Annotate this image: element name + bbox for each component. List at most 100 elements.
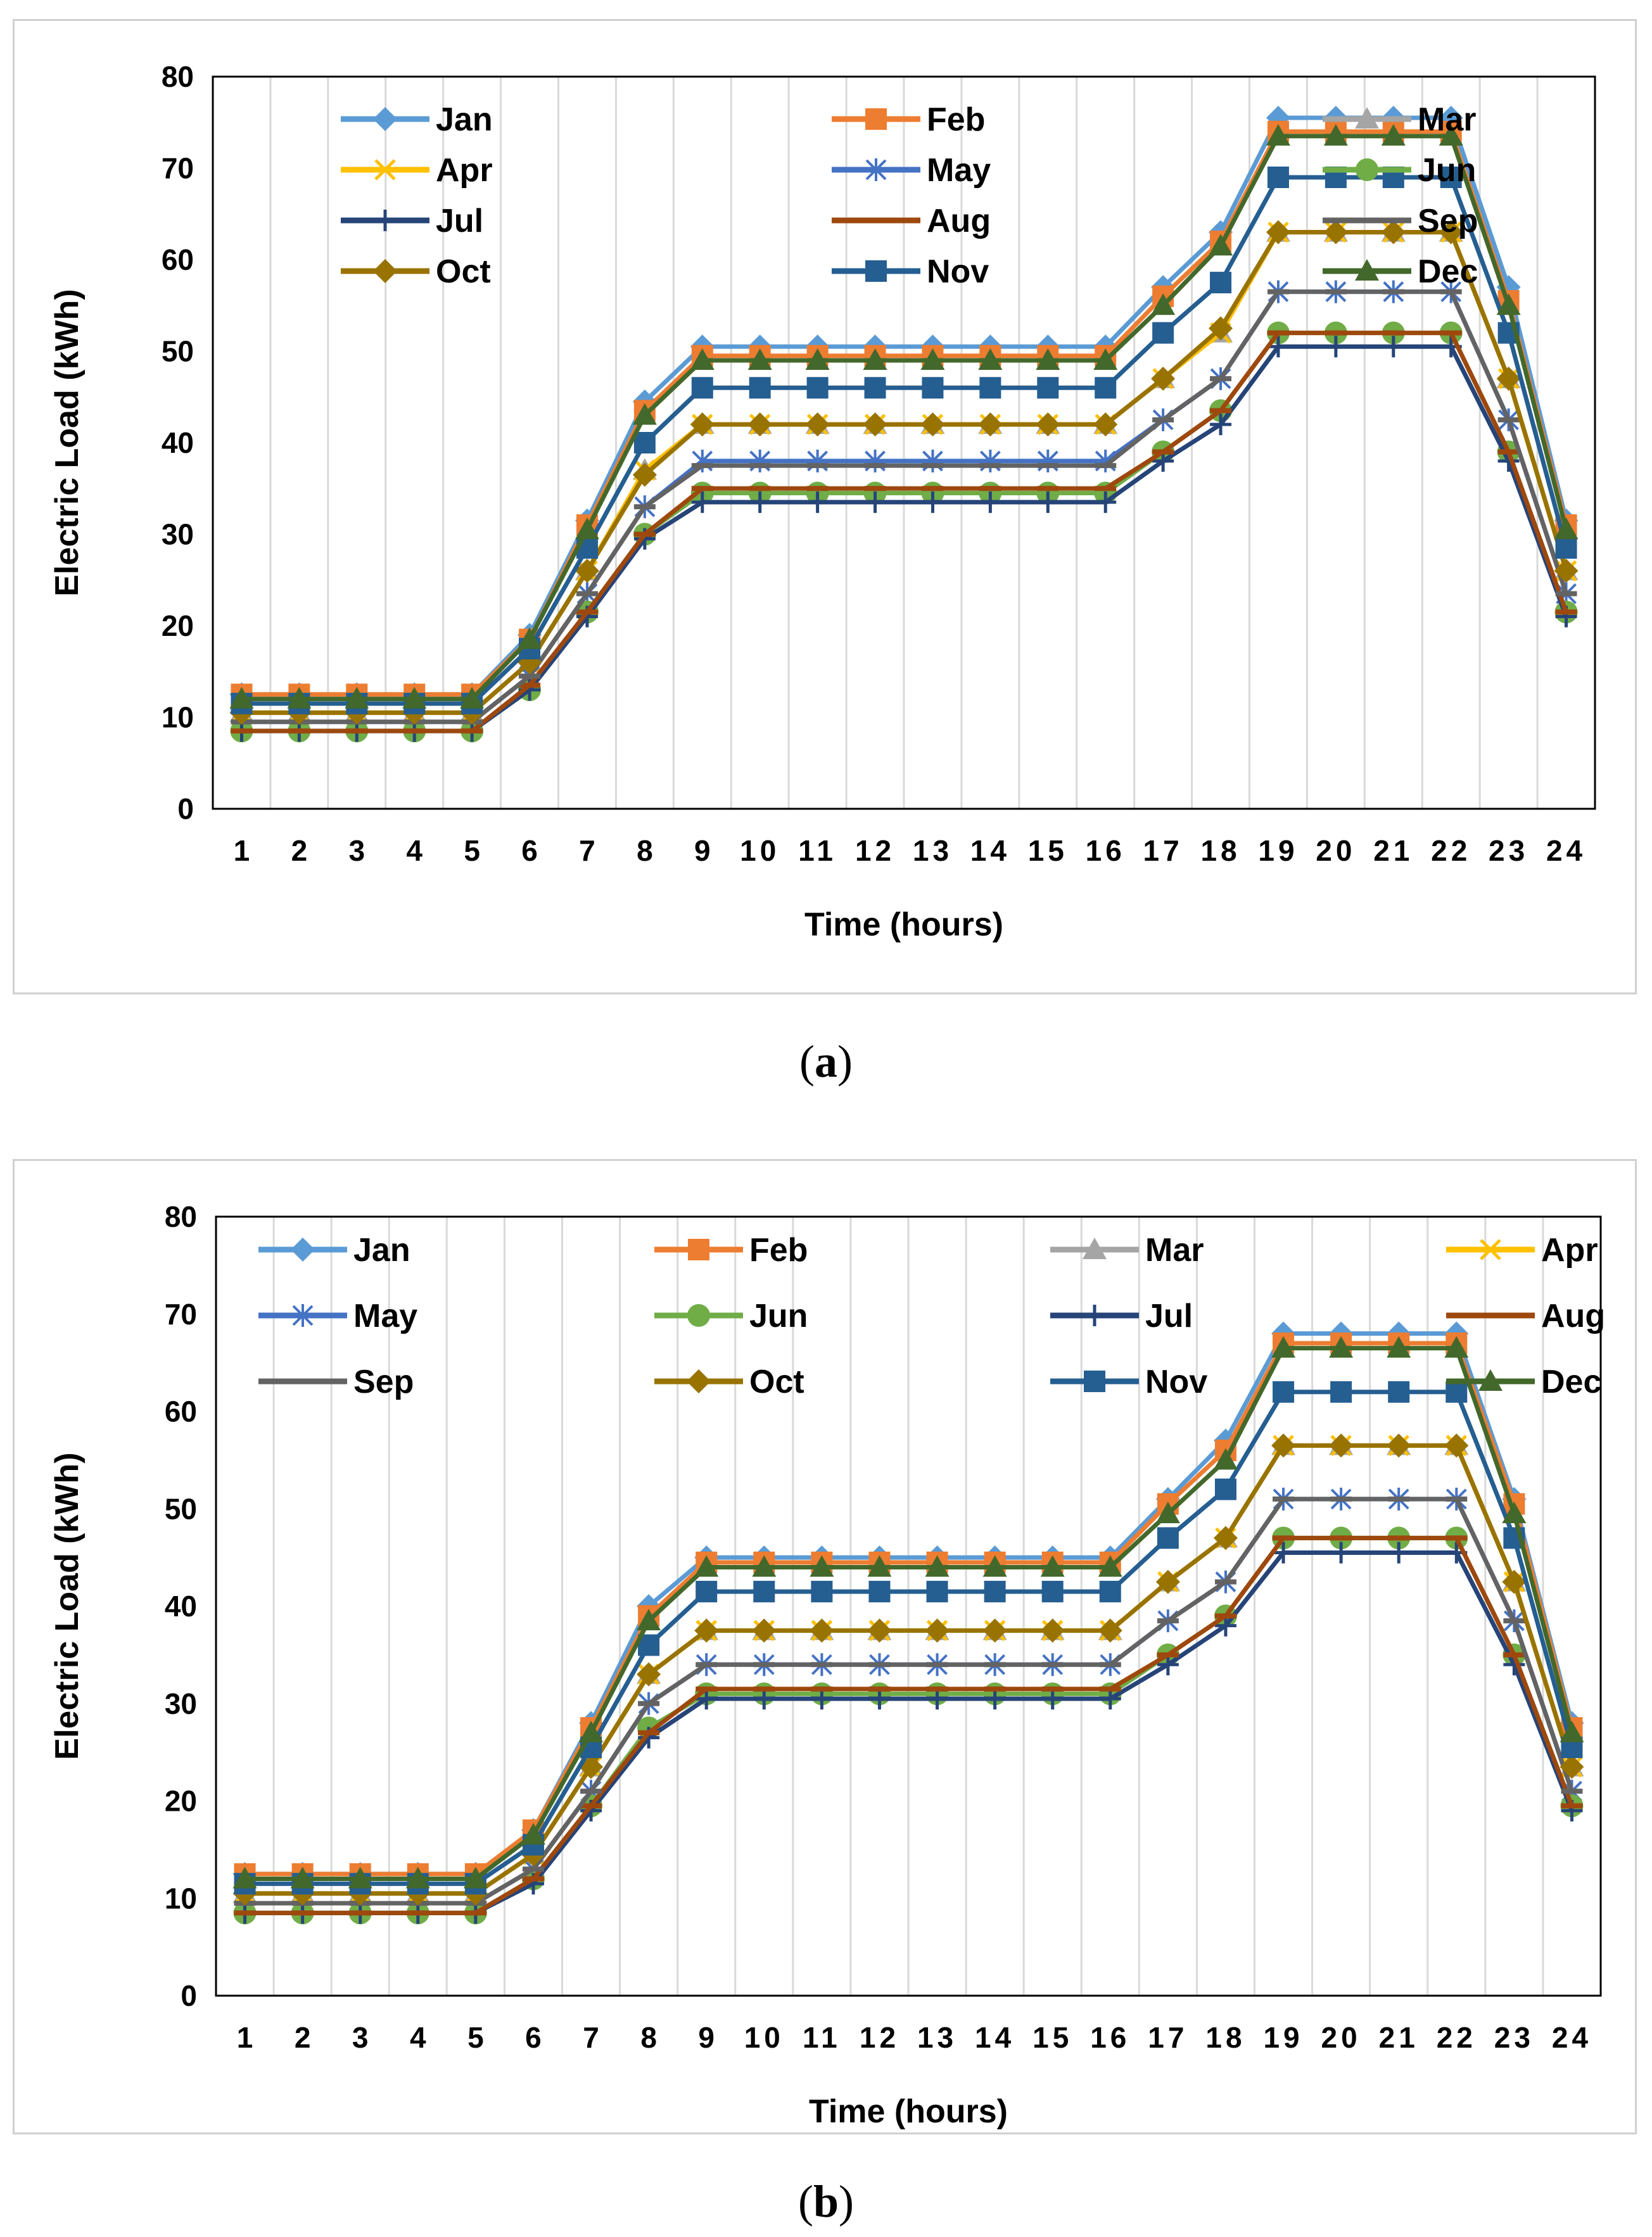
series-jul-point	[1037, 491, 1059, 513]
x-tick-label: 23	[1489, 834, 1528, 867]
x-tick-label: 16	[1086, 834, 1126, 867]
series-oct-point	[1323, 220, 1348, 244]
series-jul-point	[979, 491, 1001, 513]
series-oct-point	[575, 559, 599, 583]
series-oct-point	[805, 412, 830, 437]
chart-panel-a: 0 10 20 30 40 50 60 70 80 1 2 3 4 5 6 7 8 9 10 11 12 13 14 15 16…	[13, 19, 1637, 994]
series-dec-point	[863, 348, 887, 370]
series-dec	[229, 124, 1579, 709]
legend-item-jan: Jan	[341, 101, 493, 138]
x-tick-label: 15	[1028, 834, 1068, 867]
series-dec-point	[518, 627, 542, 649]
y-tick-label: 30	[162, 518, 194, 551]
legend-marker	[1084, 1371, 1105, 1392]
legend-label: Aug	[927, 203, 991, 239]
series-nov-point	[1095, 377, 1117, 399]
x-tick-label: 22	[1431, 834, 1471, 867]
series-oct-point	[1036, 412, 1060, 437]
series-dec-point	[690, 348, 715, 370]
legend-item-may: May	[258, 1298, 417, 1334]
x-tick-label: 7	[579, 834, 595, 867]
series-nov-point	[1152, 322, 1174, 344]
series-aug	[234, 1535, 1583, 1916]
series-nov-point	[696, 1580, 718, 1602]
series-dec-point	[1387, 1336, 1411, 1358]
series-dec-point	[752, 1555, 777, 1577]
x-tick-label: 9	[698, 2021, 715, 2054]
y-tick-label: 10	[165, 1882, 197, 1915]
series-nov-point	[1210, 272, 1232, 294]
x-tick-label: 16	[1090, 2021, 1130, 2054]
x-tick-label: 21	[1379, 2021, 1419, 2054]
series-dec-point	[1329, 1336, 1354, 1358]
chart-b-legend: Jan Feb Mar Apr May Jun Jul Aug Sep Oct Nov Dec	[258, 1232, 1605, 1400]
series-oct-point	[1209, 316, 1233, 341]
series-nov-point	[1330, 1381, 1352, 1403]
series-nov-point	[691, 377, 713, 399]
legend-item-oct: Oct	[341, 253, 491, 290]
x-tick-label: 5	[464, 834, 480, 867]
y-tick-label: 30	[165, 1687, 197, 1720]
chart-b-y-ticks: 0 10 20 30 40 50 60 70 80	[165, 1200, 197, 2012]
series-oct-point	[1560, 1754, 1584, 1779]
series-oct-point	[690, 412, 715, 437]
x-tick-label: 3	[348, 834, 365, 867]
series-dec-point	[1155, 1501, 1180, 1523]
x-tick-label: 8	[640, 2021, 657, 2054]
x-tick-label: 10	[744, 2021, 784, 2054]
series-nov-point	[806, 377, 829, 399]
series-nov-point	[1273, 1381, 1295, 1403]
legend-item-nov: Nov	[1050, 1364, 1207, 1400]
y-tick-label: 60	[165, 1395, 197, 1428]
series-nov-point	[922, 377, 944, 399]
caption-a: (a)	[799, 1036, 853, 1087]
series-dec-point	[463, 1866, 488, 1889]
series-dec-point	[1502, 1501, 1527, 1523]
x-tick-label: 18	[1205, 2021, 1245, 2054]
series-dec-point	[1098, 1555, 1122, 1577]
series-dec-point	[405, 1866, 430, 1889]
series-dec-point	[867, 1555, 892, 1577]
series-oct-point	[1213, 1526, 1238, 1550]
x-tick-label: 3	[352, 2021, 369, 2054]
series-dec	[232, 1336, 1584, 1889]
y-tick-label: 20	[162, 609, 194, 642]
series-jul-point	[922, 491, 944, 513]
series-jul-point	[753, 1688, 775, 1710]
legend-label: Jul	[436, 203, 483, 239]
series-nov-point	[979, 377, 1001, 399]
series-dec-point	[1213, 1448, 1238, 1470]
x-tick-label: 9	[694, 834, 711, 867]
x-tick-label: 20	[1321, 2021, 1361, 2054]
x-tick-label: 24	[1546, 834, 1586, 867]
series-dec-point	[575, 517, 599, 540]
legend-marker	[291, 1238, 315, 1262]
legend-label: Mar	[1418, 101, 1476, 138]
series-nov-point	[753, 1580, 775, 1602]
legend-item-dec: Dec	[1446, 1364, 1601, 1400]
series-oct-point	[1151, 366, 1176, 391]
chart-panel-b: 0 10 20 30 40 50 60 70 80 1 2 3 4 5 6 7 8 9 10 11 12 13 14 15 16…	[13, 1159, 1637, 2134]
series-dec-line	[245, 1346, 1574, 1881]
legend-marker	[1480, 1239, 1501, 1260]
legend-item-aug: Aug	[832, 203, 991, 239]
series-nov-point	[811, 1580, 833, 1602]
series-nov-point	[1214, 1478, 1236, 1500]
series-oct-point	[747, 412, 772, 437]
legend-label: Aug	[1541, 1298, 1605, 1334]
series-dec-point	[460, 687, 485, 709]
series-dec-point	[920, 348, 945, 370]
legend-marker	[688, 1239, 709, 1260]
series-jul-point	[868, 1688, 891, 1710]
series-nov-point	[1440, 166, 1462, 188]
x-tick-label: 6	[521, 834, 538, 867]
y-tick-label: 40	[165, 1590, 197, 1623]
chart-a-x-ticks: 1 2 3 4 5 6 7 8 9 10 11 12 13 14 15 16 17 18 19 20 21 22 23 24	[234, 834, 1586, 867]
series-dec-point	[1036, 348, 1060, 370]
x-tick-label: 1	[234, 834, 250, 867]
series-nov-point	[926, 1580, 948, 1602]
series-nov-point	[1267, 166, 1289, 188]
series-dec-point	[1560, 1720, 1584, 1742]
chart-a-legend: Jan Feb Mar Apr May Jun Jul Aug Sep Oct Nov Dec	[341, 101, 1478, 290]
